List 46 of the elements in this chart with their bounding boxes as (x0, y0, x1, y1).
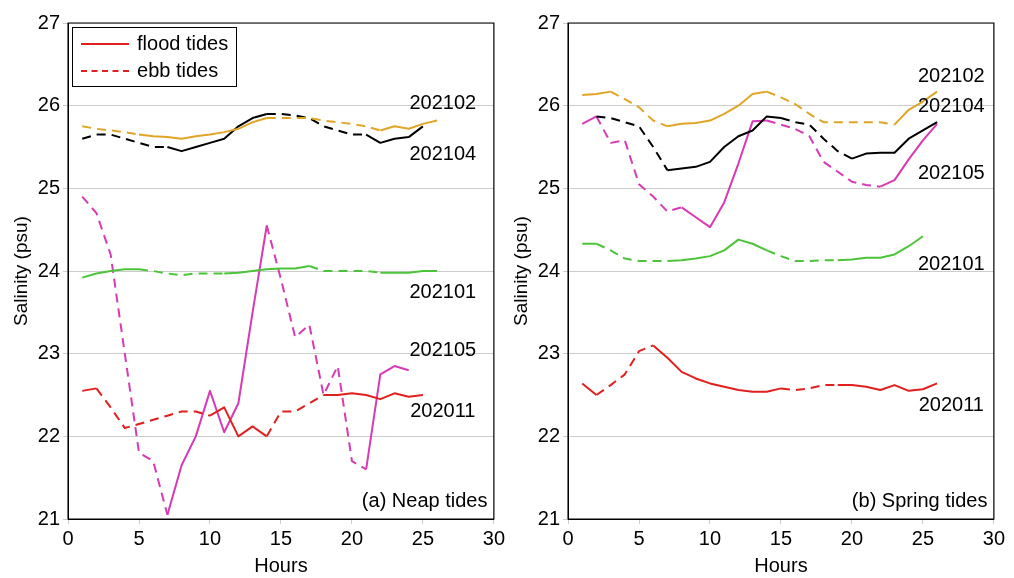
annotation: (a) Neap tides (361, 489, 488, 512)
x-tick-label: 10 (698, 526, 722, 549)
x-axis-title: Hours (754, 553, 808, 576)
x-tick-label: 30 (982, 526, 1005, 549)
y-tick-label: 24 (537, 258, 561, 281)
x-tick-label: 30 (482, 526, 505, 549)
x-tick-label: 0 (62, 526, 74, 549)
y-tick-label: 22 (537, 423, 561, 446)
y-tick-label: 26 (537, 93, 561, 116)
annotation: 202105 (409, 337, 477, 360)
y-tick-label: 24 (37, 258, 61, 281)
y-tick-label: 27 (537, 10, 561, 33)
x-tick-label: 20 (840, 526, 864, 549)
annotation: 202011 (410, 398, 476, 421)
y-axis-title: Salinity (psu) (509, 216, 531, 326)
y-tick-label: 25 (37, 175, 61, 198)
legend-label: flood tides (137, 31, 229, 56)
annotation: 202011 (918, 392, 984, 415)
y-tick-label: 26 (37, 93, 61, 116)
y-tick-label: 23 (537, 341, 561, 364)
y-tick-label: 21 (537, 506, 561, 529)
y-tick-label: 23 (37, 341, 61, 364)
annotation: 202101 (409, 280, 477, 303)
y-axis-title: Salinity (psu) (9, 216, 31, 326)
annotation: 202104 (409, 142, 477, 165)
x-tick-label: 5 (633, 526, 645, 549)
x-tick-label: 15 (769, 526, 793, 549)
y-tick-label: 25 (537, 175, 561, 198)
y-tick-label: 22 (37, 423, 61, 446)
annotation: 202102 (917, 63, 985, 86)
annotation: (b) Spring tides (851, 489, 988, 512)
x-tick-label: 5 (133, 526, 145, 549)
annotation: 202102 (409, 90, 477, 113)
legend-label: ebb tides (137, 58, 219, 83)
y-tick-label: 27 (37, 10, 61, 33)
x-tick-label: 10 (198, 526, 222, 549)
annotation: 202104 (917, 93, 985, 116)
y-tick-label: 21 (37, 506, 61, 529)
x-tick-label: 20 (340, 526, 364, 549)
x-tick-label: 0 (562, 526, 574, 549)
x-axis-title: Hours (254, 553, 308, 576)
annotation: 202101 (917, 252, 985, 275)
x-tick-label: 25 (911, 526, 935, 549)
x-tick-label: 25 (411, 526, 435, 549)
x-tick-label: 15 (269, 526, 293, 549)
annotation: 202105 (917, 161, 985, 184)
